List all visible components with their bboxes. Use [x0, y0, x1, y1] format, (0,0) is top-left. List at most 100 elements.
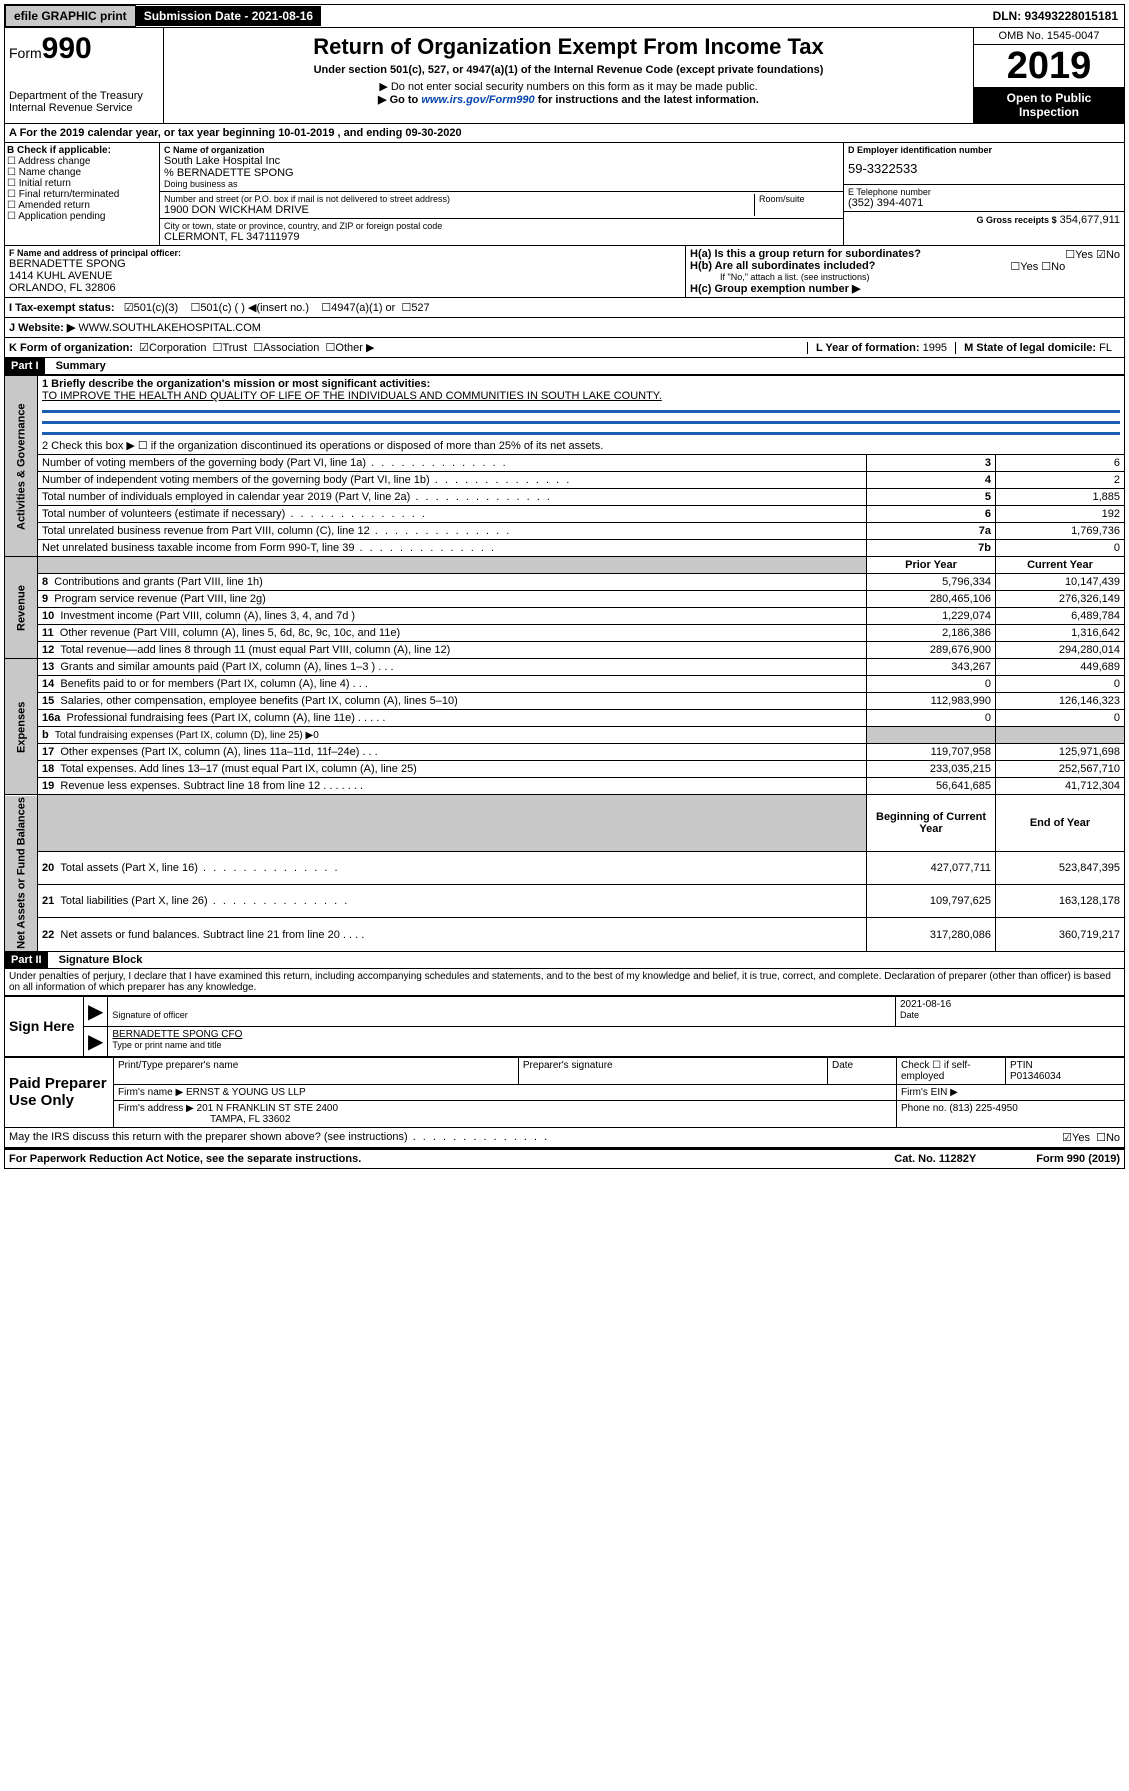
discuss-no[interactable]: No: [1106, 1132, 1120, 1144]
firm-name: ERNST & YOUNG US LLP: [186, 1087, 306, 1098]
irs-label: Internal Revenue Service: [9, 102, 159, 114]
q1-label: 1 Briefly describe the organization's mi…: [42, 378, 1120, 390]
state-domicile-value: FL: [1099, 342, 1112, 354]
row4-text: Number of independent voting members of …: [38, 472, 867, 489]
opt-assoc[interactable]: Association: [263, 342, 319, 354]
box-b: B Check if applicable: ☐ Address change …: [5, 143, 160, 245]
top-bar: efile GRAPHIC print Submission Date - 20…: [4, 4, 1125, 28]
row10-py: 1,229,074: [867, 608, 996, 625]
tax-year: 2019: [974, 45, 1124, 87]
hb-yes[interactable]: Yes: [1020, 261, 1038, 273]
submission-date: Submission Date - 2021-08-16: [136, 6, 321, 26]
officer-addr1: 1414 KUHL AVENUE: [9, 270, 681, 282]
part2-title: Signature Block: [51, 954, 143, 966]
firm-phone: (813) 225-4950: [949, 1103, 1017, 1114]
opt-501c3[interactable]: 501(c)(3): [134, 302, 179, 314]
row13-py: 343,267: [867, 659, 996, 676]
row18-cy: 252,567,710: [996, 761, 1125, 778]
chk-address-change[interactable]: Address change: [18, 156, 90, 167]
gross-receipts-label: G Gross receipts $: [977, 215, 1057, 225]
ha-no[interactable]: No: [1106, 249, 1120, 261]
row21-py: 109,797,625: [867, 885, 996, 918]
row8-text: Contributions and grants (Part VIII, lin…: [54, 576, 263, 588]
row20-cy: 523,847,395: [996, 851, 1125, 884]
opt-trust[interactable]: Trust: [223, 342, 248, 354]
row10-text: Investment income (Part VIII, column (A)…: [60, 610, 355, 622]
hb-no[interactable]: No: [1051, 261, 1065, 273]
line-a: A For the 2019 calendar year, or tax yea…: [4, 124, 1125, 143]
ptin-label: PTIN: [1010, 1060, 1033, 1071]
row8-py: 5,796,334: [867, 574, 996, 591]
hdr-end-year: End of Year: [996, 795, 1125, 852]
officer-name: BERNADETTE SPONG: [9, 258, 681, 270]
firm-addr-label: Firm's address ▶: [118, 1103, 194, 1114]
self-employed-chk[interactable]: Check ☐ if self-employed: [897, 1057, 1006, 1084]
preparer-name-hdr: Print/Type preparer's name: [114, 1057, 519, 1084]
chk-name-change[interactable]: Name change: [19, 167, 81, 178]
ha-yes[interactable]: Yes: [1075, 249, 1093, 261]
part1-title: Summary: [48, 360, 106, 372]
form-header: Form990 Department of the Treasury Inter…: [4, 28, 1125, 124]
opt-501c[interactable]: 501(c) ( ) ◀(insert no.): [200, 301, 309, 314]
sidebar-expenses: Expenses: [5, 659, 38, 795]
row7b-box: 7b: [867, 540, 996, 557]
section-bcdeg: B Check if applicable: ☐ Address change …: [4, 143, 1125, 246]
omb-number: OMB No. 1545-0047: [974, 28, 1124, 45]
firm-addr1: 201 N FRANKLIN ST STE 2400: [197, 1103, 339, 1114]
part2-header: Part II Signature Block: [4, 952, 1125, 969]
chk-final-return[interactable]: Final return/terminated: [19, 189, 120, 200]
row5-text: Total number of individuals employed in …: [38, 489, 867, 506]
efile-button[interactable]: efile GRAPHIC print: [5, 5, 136, 27]
opt-other[interactable]: Other ▶: [335, 341, 374, 354]
row16b-cy: [996, 727, 1125, 744]
row7a-box: 7a: [867, 523, 996, 540]
row22-text: Net assets or fund balances. Subtract li…: [60, 929, 364, 941]
box-deg: D Employer identification number 59-3322…: [843, 143, 1124, 245]
row16a-cy: 0: [996, 710, 1125, 727]
website-label: J Website: ▶: [9, 321, 75, 334]
dln: DLN: 93493228015181: [987, 6, 1124, 26]
paid-preparer-label: Paid Preparer Use Only: [5, 1057, 114, 1127]
row14-py: 0: [867, 676, 996, 693]
row16b-text: Total fundraising expenses (Part IX, col…: [55, 730, 319, 741]
discuss-yes[interactable]: Yes: [1072, 1132, 1090, 1144]
line-klm: K Form of organization: ☑ Corporation ☐ …: [4, 338, 1125, 358]
row15-text: Salaries, other compensation, employee b…: [60, 695, 457, 707]
officer-addr2: ORLANDO, FL 32806: [9, 282, 681, 294]
dba-label: Doing business as: [164, 179, 839, 189]
org-name: South Lake Hospital Inc: [164, 155, 839, 167]
opt-corp[interactable]: Corporation: [149, 342, 206, 354]
opt-4947[interactable]: 4947(a)(1) or: [331, 302, 395, 314]
row6-box: 6: [867, 506, 996, 523]
chk-application-pending[interactable]: Application pending: [18, 211, 105, 222]
line-i: I Tax-exempt status: ☑ 501(c)(3) ☐ 501(c…: [4, 298, 1125, 318]
ein-label: D Employer identification number: [848, 145, 1120, 155]
irs-link[interactable]: www.irs.gov/Form990: [421, 94, 534, 106]
sig-officer-label: Signature of officer: [112, 1010, 891, 1020]
tax-exempt-label: I Tax-exempt status:: [9, 302, 115, 314]
city-state-zip: CLERMONT, FL 347111979: [164, 231, 839, 243]
discuss-line: May the IRS discuss this return with the…: [4, 1128, 1125, 1148]
sig-date: 2021-08-16: [900, 999, 1120, 1010]
row3-text: Number of voting members of the governin…: [38, 455, 867, 472]
row12-text: Total revenue—add lines 8 through 11 (mu…: [60, 644, 450, 656]
hb-label: H(b) Are all subordinates included?: [690, 260, 875, 272]
sidebar-revenue: Revenue: [5, 557, 38, 659]
row12-py: 289,676,900: [867, 642, 996, 659]
goto-post: for instructions and the latest informat…: [535, 94, 759, 106]
chk-amended-return[interactable]: Amended return: [18, 200, 90, 211]
row12-cy: 294,280,014: [996, 642, 1125, 659]
city-label: City or town, state or province, country…: [164, 221, 839, 231]
row5-val: 1,885: [996, 489, 1125, 506]
part1-header: Part I Summary: [4, 358, 1125, 375]
sidebar-activities: Activities & Governance: [5, 376, 38, 557]
firm-name-label: Firm's name ▶: [118, 1087, 183, 1098]
opt-527[interactable]: 527: [411, 302, 429, 314]
preparer-sig-hdr: Preparer's signature: [518, 1057, 827, 1084]
row9-text: Program service revenue (Part VIII, line…: [54, 593, 266, 605]
hdr-current-year: Current Year: [996, 557, 1125, 574]
officer-label: F Name and address of principal officer:: [9, 248, 681, 258]
chk-initial-return[interactable]: Initial return: [19, 178, 71, 189]
row6-val: 192: [996, 506, 1125, 523]
q2-text: 2 Check this box ▶ ☐ if the organization…: [42, 439, 1120, 452]
